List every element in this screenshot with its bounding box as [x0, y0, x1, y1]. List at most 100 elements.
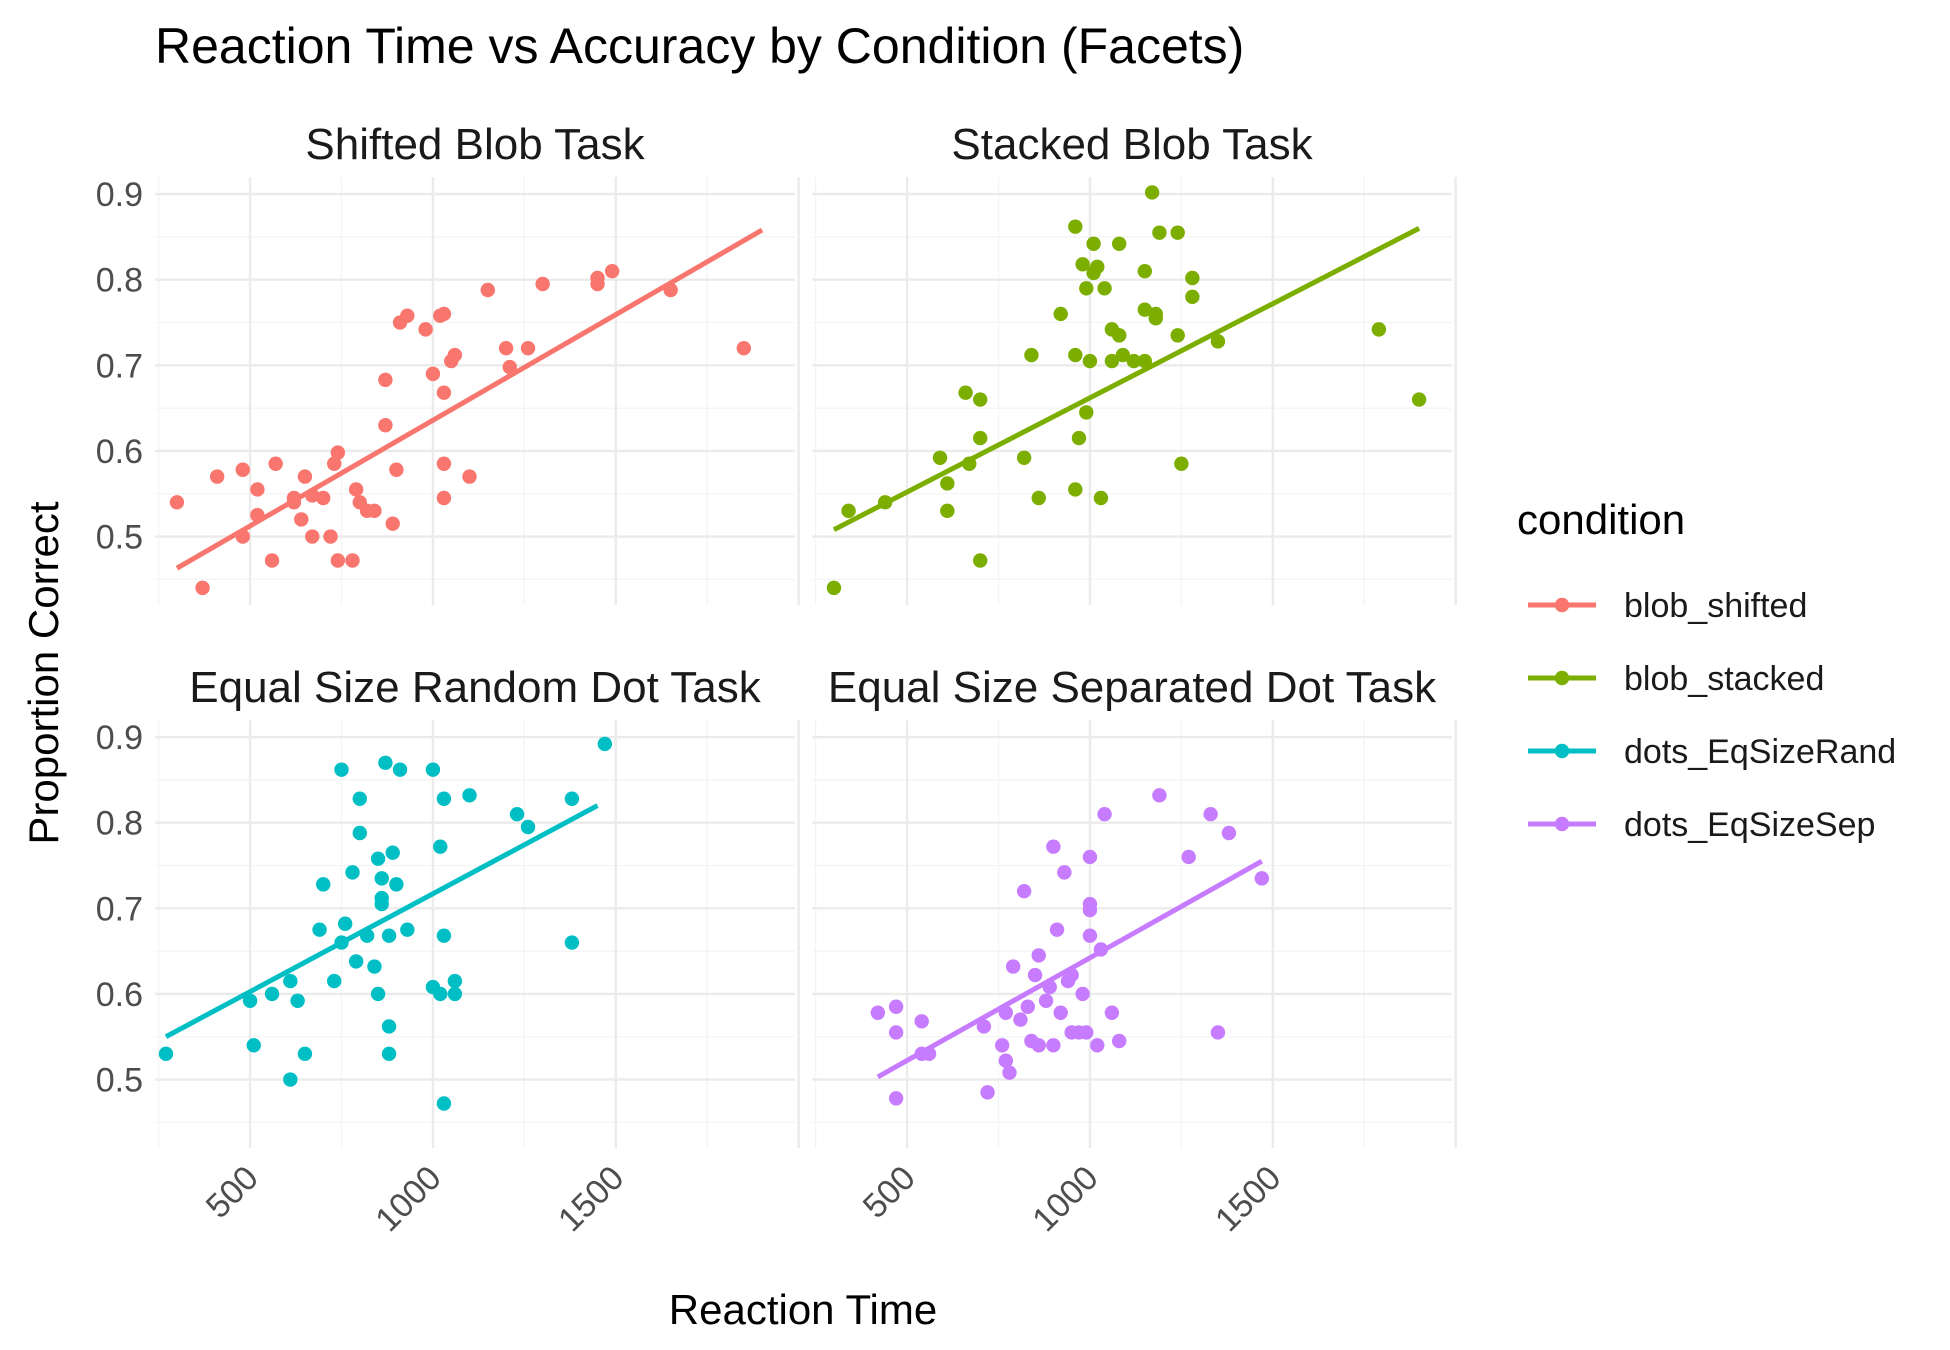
data-point	[1013, 1012, 1028, 1027]
x-tick-label: 500	[199, 1159, 266, 1226]
facet-strip-label: Equal Size Separated Dot Task	[828, 663, 1437, 712]
data-point	[604, 263, 620, 279]
data-point	[1104, 1005, 1120, 1020]
data-point	[1411, 392, 1427, 407]
data-point	[980, 1085, 995, 1100]
data-point	[268, 456, 283, 471]
data-point	[564, 791, 580, 806]
x-tick-label: 1000	[1025, 1159, 1105, 1239]
data-point	[973, 392, 988, 407]
legend-point-key	[1554, 743, 1570, 759]
data-point	[323, 529, 338, 544]
data-point	[1148, 311, 1163, 326]
data-point	[447, 973, 463, 989]
trend-line	[164, 803, 599, 1039]
data-point	[1079, 1025, 1094, 1040]
data-point	[1082, 896, 1098, 912]
data-point	[297, 1046, 313, 1062]
data-point	[1137, 263, 1153, 279]
data-point	[1075, 257, 1090, 272]
y-tick-label: 0.7	[96, 890, 143, 928]
data-point	[1185, 289, 1200, 305]
data-point	[242, 993, 258, 1008]
data-point	[973, 553, 988, 568]
data-point	[888, 1091, 904, 1106]
legend-item-blob-stacked: blob_stacked	[1528, 660, 1824, 698]
data-point	[367, 503, 382, 519]
legend-label: dots_EqSizeSep	[1624, 806, 1875, 844]
legend-item-dots-eqsizerand: dots_EqSizeRand	[1528, 733, 1896, 771]
data-point	[312, 922, 327, 937]
data-point	[425, 366, 441, 382]
data-point	[462, 469, 477, 484]
data-point	[1086, 236, 1101, 251]
data-point	[158, 1046, 174, 1062]
data-point	[498, 341, 514, 356]
data-point	[345, 553, 360, 568]
data-point	[1126, 353, 1142, 369]
data-point	[1090, 259, 1105, 275]
data-point	[1082, 353, 1098, 369]
data-point	[367, 959, 382, 974]
y-tick-label: 0.6	[96, 433, 143, 471]
data-point	[1079, 405, 1094, 420]
y-tick-label: 0.5	[96, 519, 143, 557]
data-point	[345, 865, 360, 880]
y-axis-label: Proportion Correct	[20, 501, 67, 844]
data-point	[1221, 825, 1237, 841]
data-point	[1031, 490, 1046, 506]
data-point	[1031, 1038, 1046, 1053]
data-point	[1203, 806, 1218, 822]
data-point	[418, 322, 433, 337]
data-point	[888, 999, 904, 1014]
data-point	[736, 341, 751, 356]
data-point	[1038, 993, 1054, 1008]
data-point	[378, 755, 393, 770]
data-point	[590, 276, 605, 292]
data-point	[209, 469, 225, 484]
trend-line	[876, 859, 1264, 1080]
data-point	[1112, 236, 1127, 251]
data-point	[374, 896, 389, 912]
y-tick-label: 0.6	[96, 976, 143, 1014]
legend-point-key	[1554, 816, 1570, 832]
data-point	[994, 1038, 1010, 1053]
data-point	[1174, 456, 1189, 471]
data-point	[1016, 884, 1032, 899]
data-point	[436, 456, 452, 471]
data-point	[436, 791, 452, 806]
data-point	[914, 1014, 929, 1029]
data-point	[1210, 1025, 1226, 1040]
data-point	[1053, 306, 1068, 322]
data-point	[1075, 986, 1090, 1002]
data-point	[940, 503, 955, 519]
data-point	[330, 445, 346, 460]
data-point	[348, 482, 364, 497]
data-point	[1027, 967, 1043, 983]
legend-item-dots-eqsizesep: dots_EqSizeSep	[1528, 806, 1875, 844]
data-point	[294, 512, 309, 527]
data-point	[1024, 347, 1039, 363]
data-point	[520, 819, 536, 835]
data-point	[888, 1025, 904, 1040]
data-point	[1057, 865, 1072, 880]
data-point	[998, 1053, 1014, 1068]
data-point	[385, 516, 400, 531]
data-point	[1071, 430, 1087, 446]
data-point	[374, 871, 389, 886]
data-point	[1082, 928, 1098, 943]
data-point	[1112, 328, 1127, 343]
data-point	[1031, 948, 1046, 963]
data-point	[400, 922, 415, 937]
data-point	[1137, 302, 1153, 317]
facet-panel-blob-shifted: Shifted Blob Task 0.5 0.6 0.7 0.8 0.9	[96, 120, 800, 605]
data-point	[381, 1019, 397, 1034]
data-point	[1068, 347, 1083, 363]
data-point	[290, 993, 305, 1008]
data-point	[246, 1038, 261, 1053]
data-point	[940, 476, 955, 491]
data-point	[348, 954, 364, 969]
data-point	[1016, 450, 1032, 465]
data-point	[352, 791, 367, 806]
